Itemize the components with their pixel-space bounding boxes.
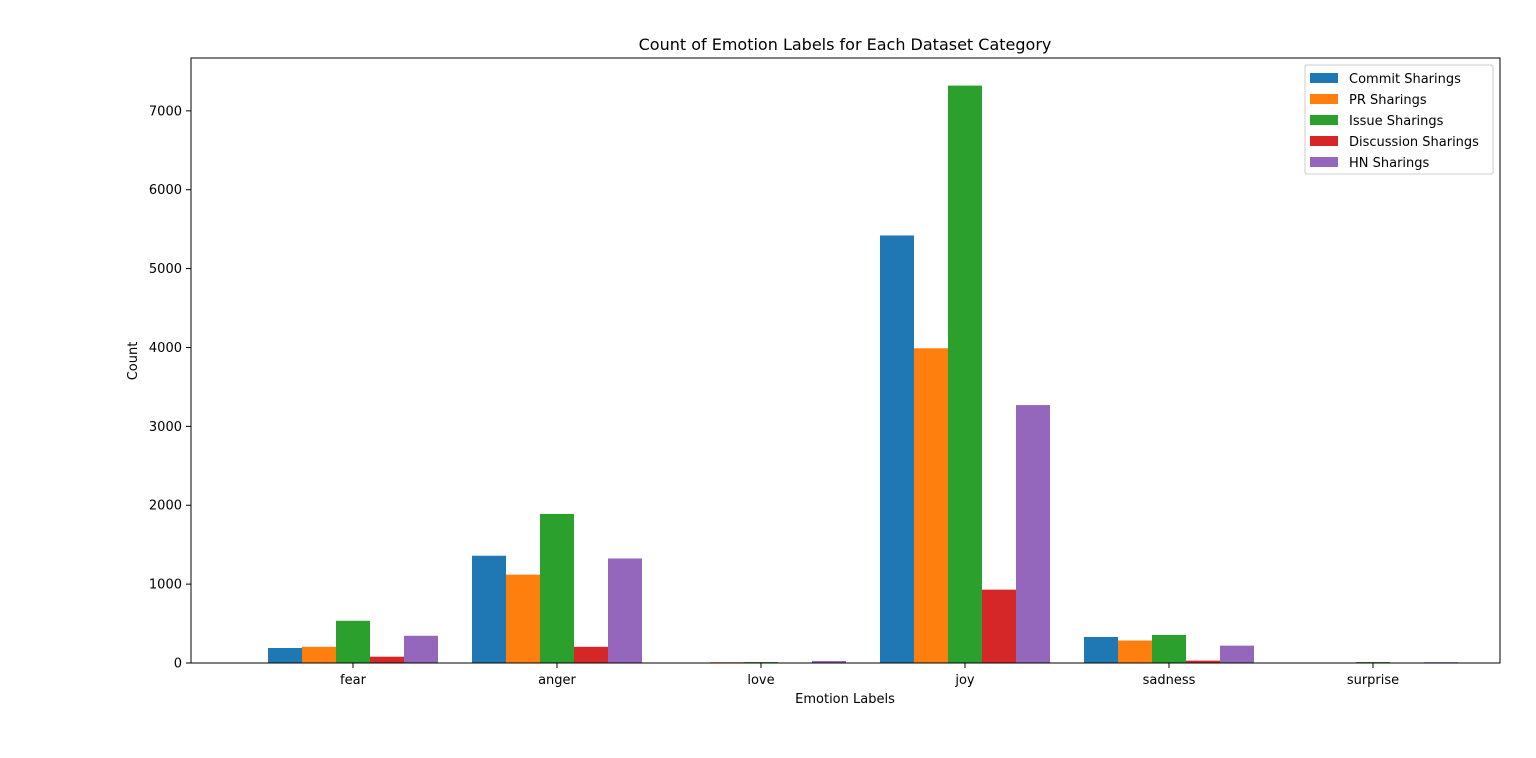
legend-label: Commit Sharings: [1349, 72, 1461, 87]
x-tick-label: love: [747, 673, 774, 688]
legend-label: Discussion Sharings: [1349, 135, 1479, 150]
bar: [336, 621, 370, 663]
y-tick-label: 5000: [149, 262, 182, 277]
legend-swatch: [1310, 94, 1338, 104]
y-tick-label: 2000: [149, 499, 182, 514]
bar: [1118, 641, 1152, 663]
bar: [370, 657, 404, 663]
y-axis-label: Count: [126, 342, 141, 381]
x-axis-label: Emotion Labels: [795, 692, 895, 707]
legend-label: Issue Sharings: [1349, 114, 1444, 129]
bar: [506, 575, 540, 663]
y-tick-label: 3000: [149, 420, 182, 435]
x-tick-label: anger: [538, 673, 576, 688]
y-tick-label: 4000: [149, 341, 182, 356]
legend-label: PR Sharings: [1349, 93, 1427, 108]
bar: [1016, 405, 1050, 663]
y-tick-label: 7000: [149, 104, 182, 119]
bar: [880, 235, 914, 663]
legend: Commit Sharings PR Sharings Issue Sharings…: [1305, 65, 1493, 174]
bar: [574, 647, 608, 663]
legend-swatch: [1310, 136, 1338, 146]
bar: [302, 647, 336, 663]
plot-area: 0 1000 2000 3000 4000 5000 6000 7000 fear anger lo…: [149, 58, 1500, 688]
legend-swatch: [1310, 157, 1338, 167]
bar: [472, 556, 506, 663]
legend-swatch: [1310, 115, 1338, 125]
bar: [608, 558, 642, 663]
legend-label: HN Sharings: [1349, 156, 1430, 171]
x-tick-label: fear: [340, 673, 367, 688]
bar: [1220, 646, 1254, 663]
bar: [1084, 637, 1118, 663]
plot-frame: [191, 58, 1500, 663]
x-tick-label: joy: [954, 673, 975, 688]
bar: [1152, 635, 1186, 663]
y-tick-label: 1000: [149, 578, 182, 593]
bar: [982, 590, 1016, 663]
bar: [948, 86, 982, 663]
legend-swatch: [1310, 73, 1338, 83]
bar: [540, 514, 574, 663]
bar: [268, 648, 302, 663]
y-tick-label: 6000: [149, 183, 182, 198]
bar: [404, 636, 438, 663]
bar: [914, 348, 948, 663]
x-tick-label: surprise: [1347, 673, 1399, 688]
y-tick-label: 0: [174, 657, 182, 672]
x-tick-label: sadness: [1143, 673, 1196, 688]
chart-title: Count of Emotion Labels for Each Dataset…: [639, 35, 1052, 54]
